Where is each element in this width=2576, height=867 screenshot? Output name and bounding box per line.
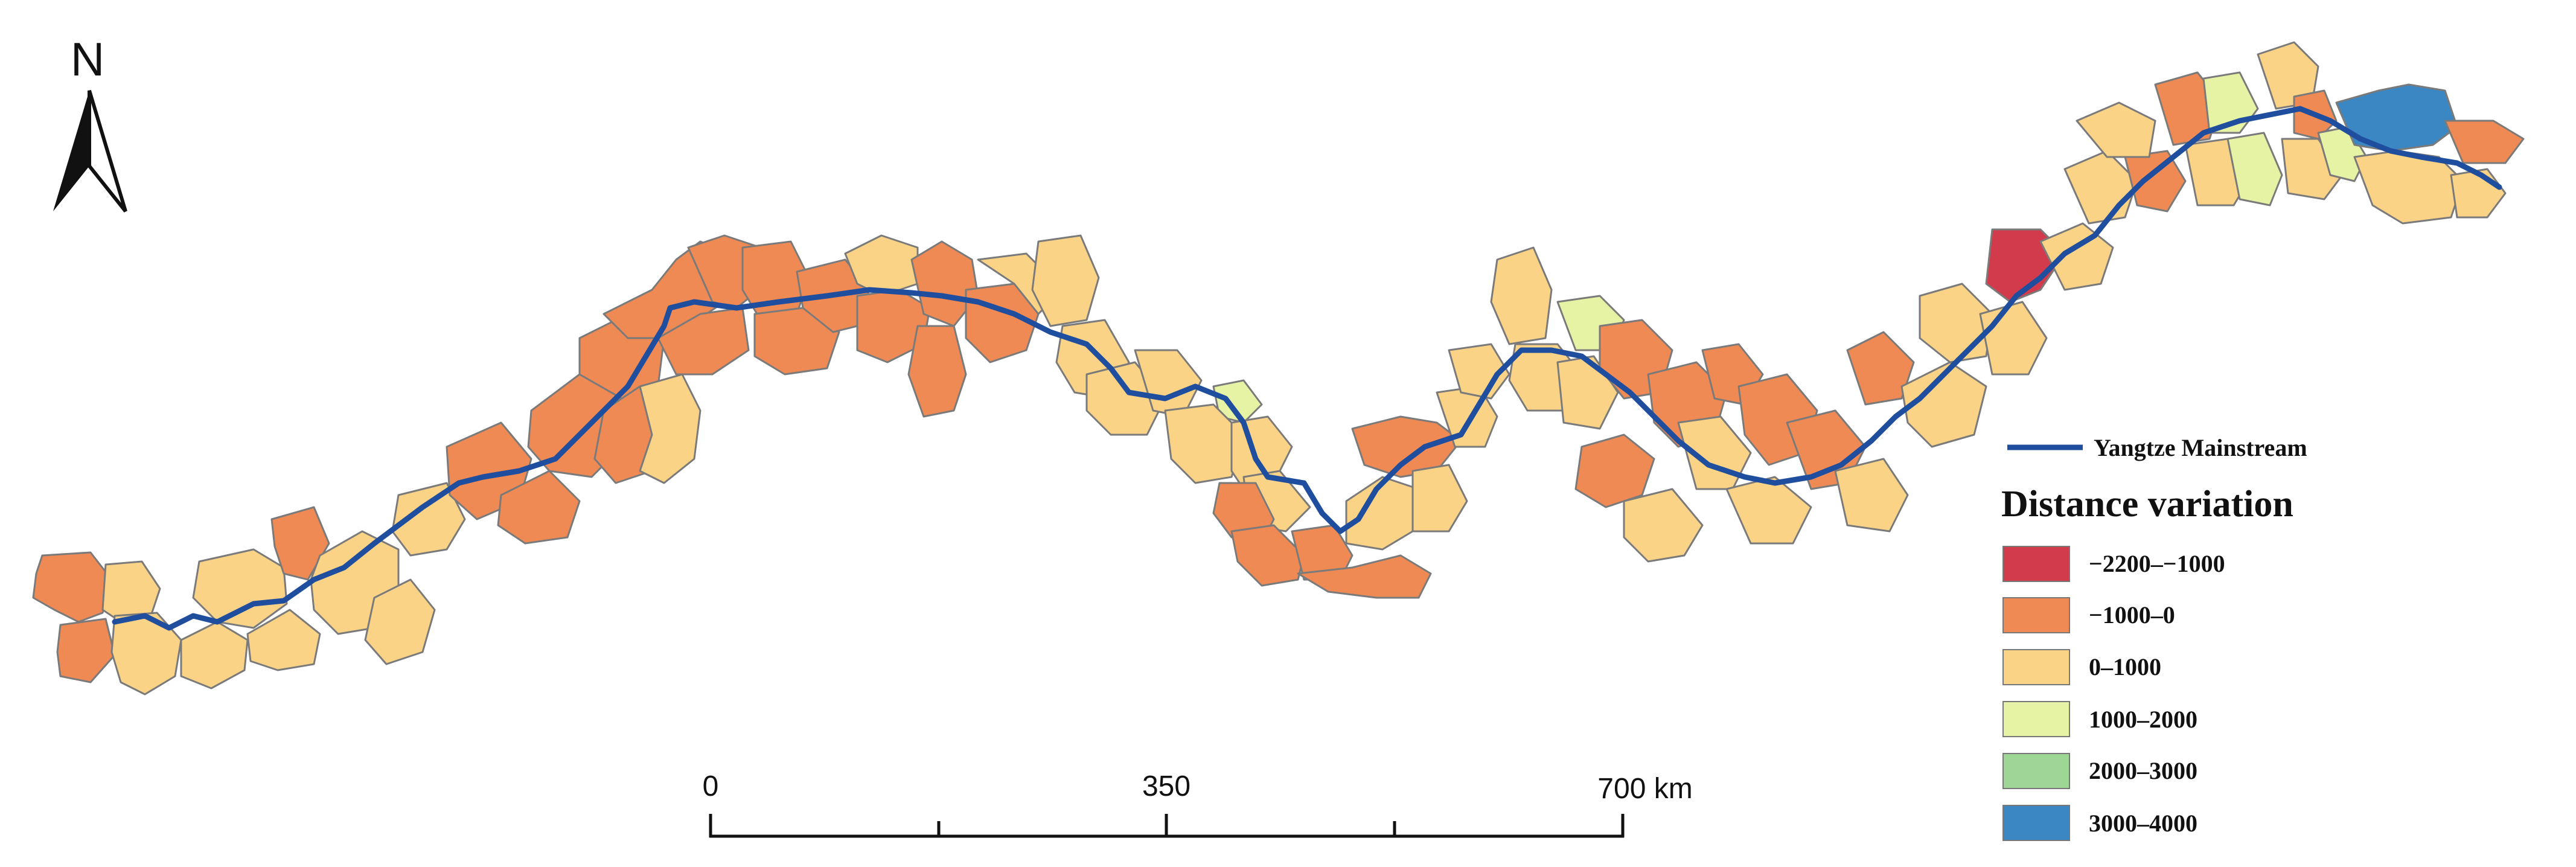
district-c13 bbox=[1031, 234, 1100, 327]
district-w3 bbox=[56, 618, 116, 683]
legend-swatch-1 bbox=[2002, 546, 2070, 582]
district-e3 bbox=[2039, 222, 2114, 291]
district-c3 bbox=[657, 307, 750, 376]
legend-label-2: −1000–0 bbox=[2089, 601, 2175, 629]
district-c16 bbox=[1134, 349, 1203, 418]
district-w6 bbox=[192, 548, 288, 629]
district-e5 bbox=[2124, 150, 2187, 213]
district-v9 bbox=[1448, 343, 1510, 400]
district-w8 bbox=[246, 609, 321, 671]
district-e2 bbox=[1979, 301, 2048, 376]
scale-tick-700: 700 km bbox=[1597, 773, 1692, 805]
district-v24 bbox=[1846, 331, 1915, 406]
legend-swatch-3 bbox=[2002, 649, 2070, 685]
scale-tick-350: 350 bbox=[1142, 770, 1191, 802]
legend-label-6: 3000–4000 bbox=[2089, 810, 2197, 837]
district-w4 bbox=[110, 612, 182, 696]
district-e11 bbox=[2257, 41, 2319, 110]
legend-swatch-6 bbox=[2002, 805, 2070, 841]
district-w5 bbox=[180, 621, 249, 689]
district-w10 bbox=[364, 578, 436, 665]
north-arrow-icon bbox=[53, 90, 127, 213]
legend-label-3: 0–1000 bbox=[2089, 653, 2161, 680]
district-v2 bbox=[1230, 524, 1305, 587]
legend-label-1: −2200–−1000 bbox=[2089, 550, 2225, 577]
district-v18 bbox=[1623, 488, 1704, 563]
scale-tick-0: 0 bbox=[703, 770, 719, 802]
legend-swatch-4 bbox=[2002, 701, 2070, 737]
scale-bar: 0 350 700 km bbox=[703, 770, 1693, 838]
district-v5 bbox=[1345, 476, 1420, 551]
district-v10 bbox=[1490, 246, 1553, 345]
district-v23 bbox=[1834, 458, 1909, 533]
legend-swatch-5 bbox=[2002, 753, 2070, 789]
district-e16 bbox=[2444, 120, 2525, 164]
district-c10 bbox=[907, 325, 967, 418]
district-v4 bbox=[1297, 554, 1432, 599]
legend-swatch-2 bbox=[2002, 597, 2070, 633]
yangtze-mainstream-line bbox=[112, 106, 2502, 631]
north-label: N bbox=[71, 33, 104, 86]
district-v6 bbox=[1351, 415, 1462, 478]
district-v21 bbox=[1725, 476, 1812, 545]
legend: Yangtze Mainstream Distance variation −2… bbox=[2001, 434, 2307, 841]
district-w17 bbox=[639, 373, 702, 484]
district-e15 bbox=[2335, 83, 2458, 152]
district-polygons bbox=[32, 41, 2525, 696]
district-w7 bbox=[270, 506, 330, 581]
district-v17 bbox=[1574, 434, 1655, 508]
legend-title: Distance variation bbox=[2001, 484, 2293, 525]
district-w1 bbox=[32, 551, 113, 623]
north-arrow: N bbox=[53, 33, 127, 213]
legend-label-4: 1000–2000 bbox=[2089, 706, 2197, 733]
district-v7 bbox=[1411, 464, 1468, 533]
legend-river-label: Yangtze Mainstream bbox=[2094, 434, 2307, 461]
legend-label-5: 2000–3000 bbox=[2089, 757, 2197, 784]
district-c18 bbox=[1164, 403, 1245, 484]
district-e6 bbox=[2076, 101, 2156, 158]
district-e10 bbox=[2226, 132, 2283, 206]
